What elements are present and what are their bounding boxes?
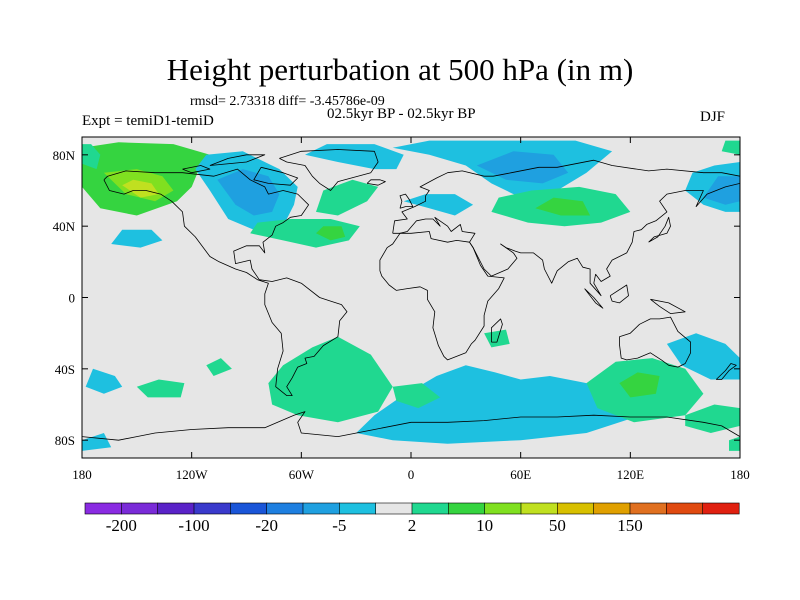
colorbar-swatch-8 — [375, 502, 413, 515]
contour-region-27 — [685, 404, 740, 433]
y-axis: 80N 40N 0 40S 80S — [53, 148, 740, 448]
contour-region-16 — [703, 176, 740, 205]
coastline-8 — [648, 216, 671, 243]
x-tick-label-4: 60E — [510, 467, 531, 482]
contour-region-5 — [217, 169, 280, 216]
colorbar-swatch-3 — [193, 502, 231, 515]
colorbar-swatch-4 — [230, 502, 268, 515]
period-label: 02.5kyr BP - 02.5kyr BP — [327, 106, 476, 122]
coastline-15 — [209, 154, 266, 166]
coastline-16 — [182, 165, 211, 174]
y-tick-label-0: 80N — [53, 148, 76, 163]
colorbar-swatch-1 — [121, 502, 159, 515]
colorbar-swatch-13 — [557, 502, 595, 515]
colorbar-swatch-16 — [666, 502, 704, 515]
contour-region-14 — [535, 197, 591, 216]
colorbar-swatch-10 — [448, 502, 486, 515]
x-tick-label-5: 120E — [617, 467, 645, 482]
contour-region-29 — [484, 329, 510, 348]
coastline-4 — [490, 318, 503, 343]
contour-region-3 — [82, 144, 101, 170]
coastline-9 — [715, 363, 737, 380]
x-tick-label-1: 120W — [176, 467, 209, 482]
coastline-12 — [650, 298, 686, 315]
stats-label: rmsd= 2.73318 diff= -3.45786e-09 — [190, 94, 385, 109]
contour-region-2 — [122, 179, 159, 198]
colorbar-label-7: 150 — [617, 516, 643, 535]
contour-region-17 — [721, 140, 740, 155]
colorbar-label-4: 2 — [407, 516, 417, 535]
colorbar-swatch-17 — [702, 502, 740, 515]
y-tick-label-1: 40N — [53, 219, 76, 234]
coastline-11 — [609, 284, 629, 304]
colorbar-swatch-14 — [593, 502, 631, 515]
y-tick-label-4: 80S — [55, 433, 75, 448]
x-axis: 180 120W 60W 0 60E 120E 180 — [72, 137, 750, 482]
contour-region-25 — [619, 372, 660, 398]
y-tick-label-3: 40S — [55, 362, 75, 377]
coastline-0 — [103, 168, 348, 397]
contour-region-11 — [250, 219, 360, 248]
contour-fill-layer — [82, 140, 740, 451]
x-tick-label-3: 0 — [408, 467, 415, 482]
x-tick-label-0: 180 — [72, 467, 92, 482]
coastline-3 — [379, 231, 505, 361]
contour-region-6 — [305, 144, 404, 170]
colorbar-swatch-0 — [84, 502, 122, 515]
colorbar-label-2: -20 — [255, 516, 278, 535]
contour-region-28 — [82, 433, 112, 451]
colorbar-label-3: -5 — [332, 516, 347, 535]
contour-region-20 — [136, 379, 185, 398]
contour-region-23 — [392, 383, 441, 409]
x-tick-label-2: 60W — [289, 467, 315, 482]
colorbar-swatch-11 — [484, 502, 522, 515]
contour-region-26 — [666, 333, 740, 380]
contour-region-9 — [403, 194, 474, 216]
contour-region-12 — [316, 226, 346, 241]
y-tick-label-2: 0 — [69, 291, 76, 306]
coastline-1 — [279, 149, 379, 191]
colorbar-label-0: -200 — [105, 516, 137, 535]
colorbar — [84, 502, 740, 515]
colorbar-swatch-12 — [520, 502, 558, 515]
coastline-5 — [619, 316, 691, 368]
experiment-label: Expt = temiD1-temiD — [82, 113, 214, 129]
contour-region-19 — [85, 368, 123, 394]
coastline-6 — [399, 193, 414, 209]
coastline-layer — [82, 149, 740, 441]
colorbar-label-6: 50 — [548, 516, 566, 535]
map-title: Height perturbation at 500 hPa (in m) — [166, 52, 634, 87]
contour-region-18 — [111, 229, 163, 248]
x-tick-label-6: 180 — [730, 467, 750, 482]
coastline-14 — [253, 166, 299, 186]
contour-region-22 — [356, 365, 631, 444]
contour-region-21 — [268, 336, 393, 423]
colorbar-swatch-2 — [157, 502, 195, 515]
colorbar-swatch-15 — [629, 502, 667, 515]
contour-region-30 — [206, 358, 232, 376]
colorbar-label-1: -100 — [178, 516, 210, 535]
colorbar-swatch-6 — [302, 502, 340, 515]
colorbar-swatch-9 — [411, 502, 449, 515]
colorbar-swatch-7 — [339, 502, 377, 515]
coastline-10 — [584, 288, 604, 309]
coastline-7 — [366, 179, 386, 186]
season-label: DJF — [700, 109, 726, 125]
colorbar-label-5: 10 — [476, 516, 494, 535]
coastline-13 — [82, 411, 740, 441]
colorbar-swatch-5 — [266, 502, 304, 515]
contour-region-10 — [316, 179, 379, 216]
